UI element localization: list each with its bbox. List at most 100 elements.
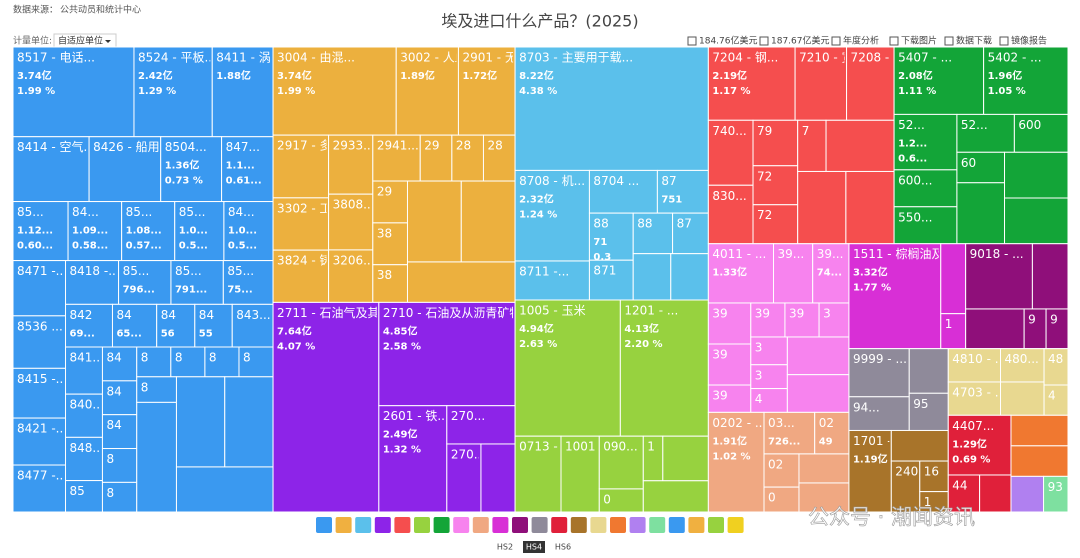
cell	[406, 261, 516, 303]
sector-button[interactable]	[590, 517, 607, 533]
watermark: 公众号 · 潮闻资讯	[808, 505, 975, 529]
sector-button[interactable]	[551, 517, 568, 533]
cell-label-box: 843...	[236, 308, 270, 322]
sector-button[interactable]	[610, 517, 626, 533]
cell-value: 3.74亿	[277, 69, 312, 82]
cell-label-box: 8477 -...	[17, 469, 64, 483]
toolbar-label[interactable]: 187.67亿美元	[771, 35, 830, 47]
cell	[514, 260, 590, 301]
cell-name: 3	[755, 340, 763, 354]
cell	[797, 119, 827, 172]
cell-value: 2.19亿	[712, 69, 747, 82]
cell	[642, 480, 709, 513]
cell	[170, 260, 224, 305]
cell-name: 8	[106, 452, 114, 466]
level-option[interactable]: HS6	[555, 543, 571, 552]
sector-button[interactable]	[374, 517, 391, 533]
toolbar-item[interactable]: 187.67亿美元	[759, 35, 830, 47]
cell-name: 93	[1048, 480, 1063, 494]
cell	[480, 443, 516, 513]
cell-name: 847...	[226, 140, 260, 154]
toolbar-icon[interactable]	[831, 36, 841, 46]
sector-button[interactable]	[649, 517, 666, 533]
sector-button[interactable]	[512, 517, 528, 533]
cell-label-box: 84 55	[199, 308, 214, 340]
cell	[272, 197, 330, 251]
cell-name: 830...	[712, 189, 746, 203]
toolbar-item[interactable]: 年度分析	[831, 35, 879, 47]
sector-button[interactable]	[316, 517, 332, 533]
toolbar-label[interactable]: 下载图片	[901, 35, 937, 47]
sector-button[interactable]	[492, 517, 509, 533]
sector-button[interactable]	[453, 517, 470, 533]
cell-label-box: 4703 - ...	[952, 385, 998, 399]
cell-name: 3824 - 铸...	[277, 253, 343, 268]
cell-value: 791...	[175, 285, 207, 296]
cell-label-box: 8	[141, 351, 149, 365]
cell-value: 4.94亿	[519, 322, 554, 335]
sector-button[interactable]	[570, 517, 587, 533]
cell	[224, 376, 274, 468]
cell-name: 48	[1048, 352, 1063, 366]
cell-name: 94...	[853, 400, 880, 414]
cell-label-box: 1511 - 棕榈油及... 3.32亿 1.77 %	[853, 246, 939, 294]
cell-name: 9	[1050, 312, 1058, 326]
cell	[272, 46, 397, 136]
select-caret[interactable]	[105, 40, 111, 43]
sector-button[interactable]	[472, 517, 489, 533]
toolbar-icon[interactable]	[889, 36, 899, 46]
cell	[947, 381, 1002, 416]
toolbar-label[interactable]: 镜像报告	[1011, 35, 1047, 47]
cell-label-box: 3	[823, 306, 831, 320]
sector-button[interactable]	[414, 517, 430, 533]
cell-label-box: 1005 - 玉米 4.94亿 2.63 %	[519, 303, 586, 350]
cell-label-box: 79	[757, 124, 772, 138]
cell-label-box: 02 49	[819, 416, 834, 448]
cell-label-box: 600	[1018, 118, 1041, 132]
unit-select[interactable]: 自适应单位	[53, 33, 117, 49]
toolbar-label[interactable]: 数据下载	[956, 35, 992, 47]
sector-button[interactable]	[688, 517, 705, 533]
toolbar-item[interactable]: 数据下载	[944, 35, 992, 47]
toolbar-icon[interactable]	[944, 36, 954, 46]
sector-button[interactable]	[531, 517, 548, 533]
cell-name: 8	[243, 351, 251, 365]
level-option[interactable]: HS2	[497, 543, 513, 552]
toolbar-item[interactable]: 184.76亿美元	[687, 35, 758, 47]
sector-button[interactable]	[629, 517, 646, 533]
sector-button[interactable]	[394, 517, 411, 533]
sector-button[interactable]	[727, 517, 744, 533]
select-value[interactable]: 自适应单位	[58, 35, 103, 47]
sector-button[interactable]	[433, 517, 450, 533]
toolbar-item[interactable]: 下载图片	[889, 35, 937, 47]
cell-label-box: 2933...	[333, 139, 371, 153]
sector-button[interactable]	[708, 517, 724, 533]
source: 公共动员和统计中心	[60, 4, 141, 16]
level-selected[interactable]	[523, 541, 545, 553]
cell-label-box: 72	[757, 208, 772, 222]
cell-label-box: 8	[106, 486, 114, 500]
cell-label-box: 3004 - 由混... 3.74亿 1.99 %	[277, 51, 355, 98]
cell	[825, 119, 895, 172]
sector-button[interactable]	[335, 517, 352, 533]
cell-label-box: 8414 - 空气...	[17, 139, 87, 154]
toolbar-label[interactable]: 184.76亿美元	[699, 35, 758, 47]
level-option[interactable]: HS4	[526, 543, 542, 552]
sector-button[interactable]	[668, 517, 685, 533]
cell	[797, 170, 847, 245]
toolbar-icon[interactable]	[759, 36, 769, 46]
toolbar-icon[interactable]	[687, 36, 697, 46]
toolbar-item[interactable]: 镜像报告	[999, 35, 1047, 47]
cell-label-box: 95	[913, 397, 928, 411]
cell-label-box: 84	[106, 351, 121, 365]
cell-name: 1701 - ...	[853, 434, 907, 448]
sector-button[interactable]	[355, 517, 372, 533]
cell-value: 796...	[123, 285, 155, 296]
toolbar-icon[interactable]	[999, 36, 1009, 46]
toolbar-label[interactable]: 年度分析	[843, 35, 879, 47]
cell	[446, 405, 516, 445]
cell-value: 1.72亿	[462, 69, 497, 82]
cell-label-box: 02	[768, 457, 783, 471]
cell-label-box: 841...	[70, 351, 101, 365]
cell-name: 3206...	[333, 253, 375, 267]
